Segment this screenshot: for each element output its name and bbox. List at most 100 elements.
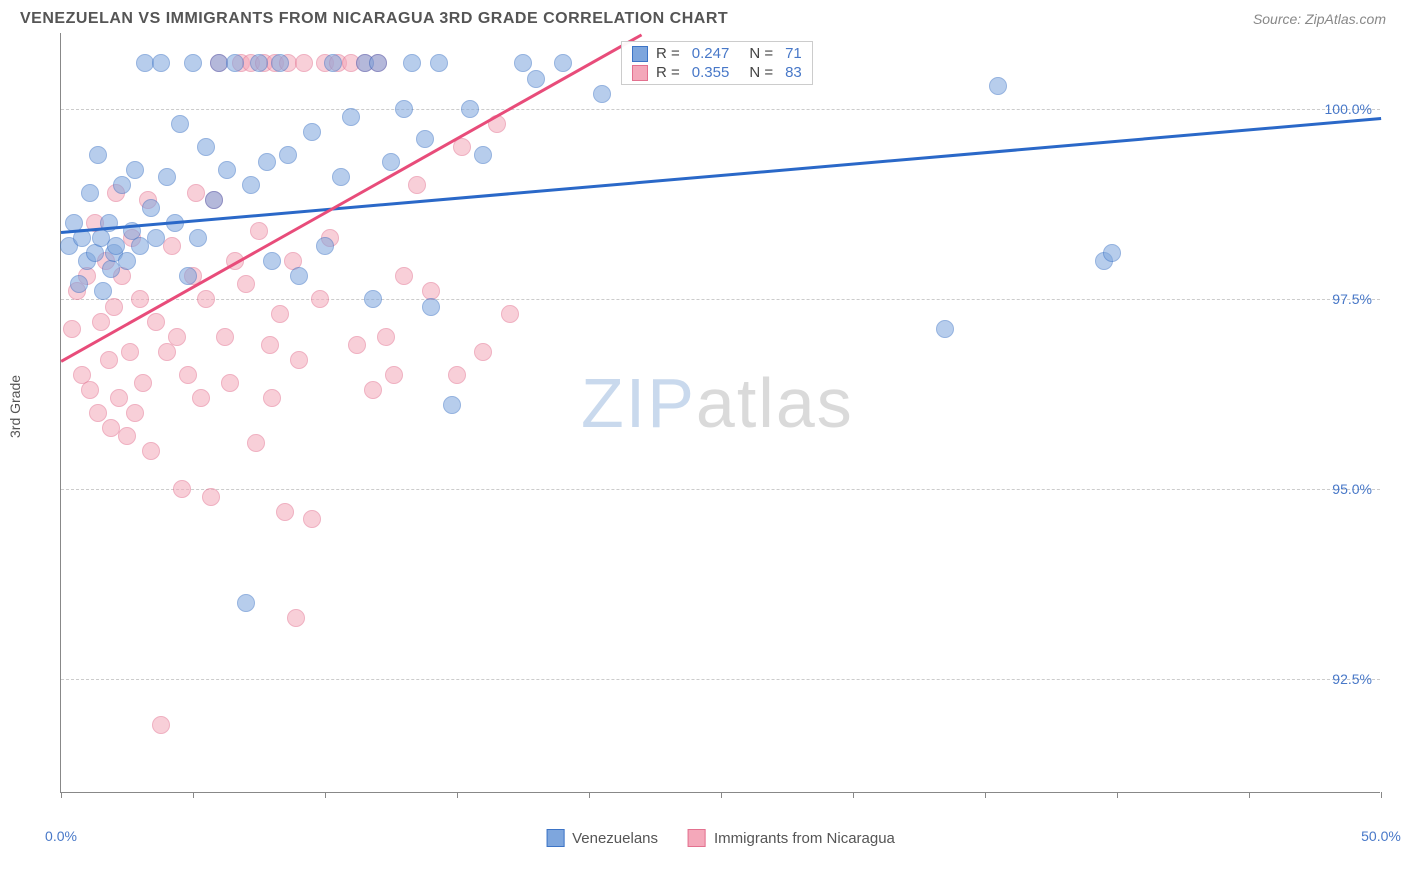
data-point	[147, 229, 165, 247]
data-point	[287, 609, 305, 627]
data-point	[205, 191, 223, 209]
data-point	[514, 54, 532, 72]
legend-item: Immigrants from Nicaragua	[688, 829, 895, 847]
data-point	[422, 298, 440, 316]
data-point	[385, 366, 403, 384]
x-tick	[325, 792, 326, 798]
data-point	[226, 54, 244, 72]
data-point	[218, 161, 236, 179]
data-point	[364, 290, 382, 308]
data-point	[237, 594, 255, 612]
legend-swatch-icon	[632, 65, 648, 81]
data-point	[179, 267, 197, 285]
data-point	[403, 54, 421, 72]
data-point	[271, 305, 289, 323]
data-point	[237, 275, 255, 293]
data-point	[554, 54, 572, 72]
data-point	[158, 343, 176, 361]
data-point	[142, 442, 160, 460]
watermark: ZIPatlas	[581, 363, 854, 443]
data-point	[382, 153, 400, 171]
data-point	[216, 328, 234, 346]
data-point	[92, 313, 110, 331]
data-point	[279, 146, 297, 164]
data-point	[70, 275, 88, 293]
data-point	[187, 184, 205, 202]
data-point	[369, 54, 387, 72]
data-point	[197, 138, 215, 156]
x-tick	[193, 792, 194, 798]
data-point	[527, 70, 545, 88]
data-point	[263, 389, 281, 407]
data-point	[443, 396, 461, 414]
data-point	[395, 267, 413, 285]
data-point	[501, 305, 519, 323]
y-tick-label: 100.0%	[1325, 101, 1372, 117]
data-point	[461, 100, 479, 118]
watermark-zip: ZIP	[581, 364, 696, 442]
data-point	[142, 199, 160, 217]
data-point	[118, 427, 136, 445]
data-point	[250, 222, 268, 240]
data-point	[290, 267, 308, 285]
data-point	[81, 381, 99, 399]
y-tick-label: 95.0%	[1332, 481, 1372, 497]
data-point	[192, 389, 210, 407]
x-tick	[985, 792, 986, 798]
x-tick-label: 0.0%	[45, 828, 77, 844]
gridline-h	[61, 679, 1380, 680]
x-tick	[457, 792, 458, 798]
data-point	[263, 252, 281, 270]
data-point	[276, 503, 294, 521]
chart-header: VENEZUELAN VS IMMIGRANTS FROM NICARAGUA …	[0, 0, 1406, 33]
data-point	[113, 176, 131, 194]
legend-item: Venezuelans	[546, 829, 658, 847]
data-point	[189, 229, 207, 247]
data-point	[593, 85, 611, 103]
data-point	[989, 77, 1007, 95]
x-tick-label: 50.0%	[1361, 828, 1401, 844]
data-point	[121, 343, 139, 361]
x-tick	[1117, 792, 1118, 798]
data-point	[1103, 244, 1121, 262]
data-point	[197, 290, 215, 308]
data-point	[242, 176, 260, 194]
data-point	[348, 336, 366, 354]
data-point	[158, 168, 176, 186]
data-point	[89, 146, 107, 164]
y-tick-label: 92.5%	[1332, 671, 1372, 687]
y-tick-label: 97.5%	[1332, 291, 1372, 307]
y-axis-label: 3rd Grade	[7, 375, 23, 438]
data-point	[221, 374, 239, 392]
x-tick	[853, 792, 854, 798]
data-point	[311, 290, 329, 308]
data-point	[332, 168, 350, 186]
data-point	[152, 716, 170, 734]
stat-row: R =0.247N =71	[622, 44, 812, 63]
data-point	[303, 510, 321, 528]
stat-n-value: 71	[785, 45, 802, 62]
data-point	[395, 100, 413, 118]
data-point	[250, 54, 268, 72]
data-point	[100, 351, 118, 369]
data-point	[171, 115, 189, 133]
data-point	[408, 176, 426, 194]
legend-swatch-icon	[546, 829, 564, 847]
chart-source: Source: ZipAtlas.com	[1253, 11, 1386, 27]
data-point	[126, 404, 144, 422]
data-point	[324, 54, 342, 72]
data-point	[202, 488, 220, 506]
data-point	[168, 328, 186, 346]
stat-r-label: R =	[656, 64, 680, 81]
data-point	[89, 404, 107, 422]
data-point	[134, 374, 152, 392]
data-point	[105, 298, 123, 316]
x-tick	[1249, 792, 1250, 798]
data-point	[63, 320, 81, 338]
data-point	[184, 54, 202, 72]
stat-n-label: N =	[749, 64, 773, 81]
data-point	[247, 434, 265, 452]
data-point	[430, 54, 448, 72]
data-point	[94, 282, 112, 300]
data-point	[131, 290, 149, 308]
